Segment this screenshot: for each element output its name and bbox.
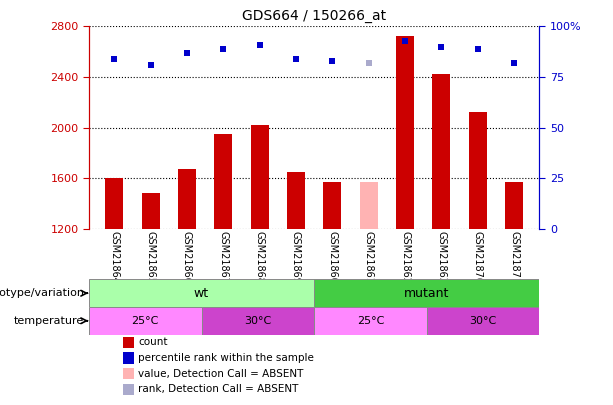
Bar xyxy=(432,75,451,229)
Bar xyxy=(89,279,314,307)
Bar xyxy=(314,279,539,307)
Bar xyxy=(505,182,523,229)
Text: GSM21862: GSM21862 xyxy=(400,231,410,284)
Text: mutant: mutant xyxy=(404,287,449,300)
Bar xyxy=(314,307,427,335)
Bar xyxy=(360,182,378,229)
Text: genotype/variation: genotype/variation xyxy=(0,288,85,298)
Bar xyxy=(251,125,268,229)
Text: percentile rank within the sample: percentile rank within the sample xyxy=(138,353,314,363)
Text: wt: wt xyxy=(194,287,209,300)
Text: value, Detection Call = ABSENT: value, Detection Call = ABSENT xyxy=(138,369,303,379)
Bar xyxy=(123,368,134,379)
Text: GSM21861: GSM21861 xyxy=(364,231,374,284)
Bar xyxy=(89,307,202,335)
Bar xyxy=(396,36,414,229)
Text: GSM21864: GSM21864 xyxy=(109,231,120,284)
Text: 25°C: 25°C xyxy=(132,316,159,326)
Text: 30°C: 30°C xyxy=(470,316,497,326)
Text: temperature: temperature xyxy=(14,316,85,326)
Bar xyxy=(123,384,134,395)
Text: count: count xyxy=(138,337,167,347)
Text: GSM21870: GSM21870 xyxy=(473,231,482,284)
Bar xyxy=(323,182,341,229)
Bar xyxy=(123,352,134,364)
Bar xyxy=(123,337,134,348)
Text: GSM21871: GSM21871 xyxy=(509,231,519,284)
Text: GSM21867: GSM21867 xyxy=(218,231,228,284)
Bar xyxy=(178,169,196,229)
Bar xyxy=(468,112,487,229)
Bar xyxy=(105,178,123,229)
Text: GSM21865: GSM21865 xyxy=(146,231,156,284)
Bar xyxy=(142,194,160,229)
Text: 25°C: 25°C xyxy=(357,316,384,326)
Bar xyxy=(214,134,232,229)
Bar xyxy=(287,172,305,229)
Text: GSM21866: GSM21866 xyxy=(182,231,192,284)
Text: GSM21868: GSM21868 xyxy=(254,231,265,284)
Text: GSM21863: GSM21863 xyxy=(436,231,446,284)
Text: GSM21869: GSM21869 xyxy=(291,231,301,284)
Bar xyxy=(427,307,539,335)
Text: GSM21860: GSM21860 xyxy=(327,231,337,284)
Title: GDS664 / 150266_at: GDS664 / 150266_at xyxy=(242,9,386,23)
Text: rank, Detection Call = ABSENT: rank, Detection Call = ABSENT xyxy=(138,384,299,394)
Text: 30°C: 30°C xyxy=(244,316,272,326)
Bar xyxy=(202,307,314,335)
